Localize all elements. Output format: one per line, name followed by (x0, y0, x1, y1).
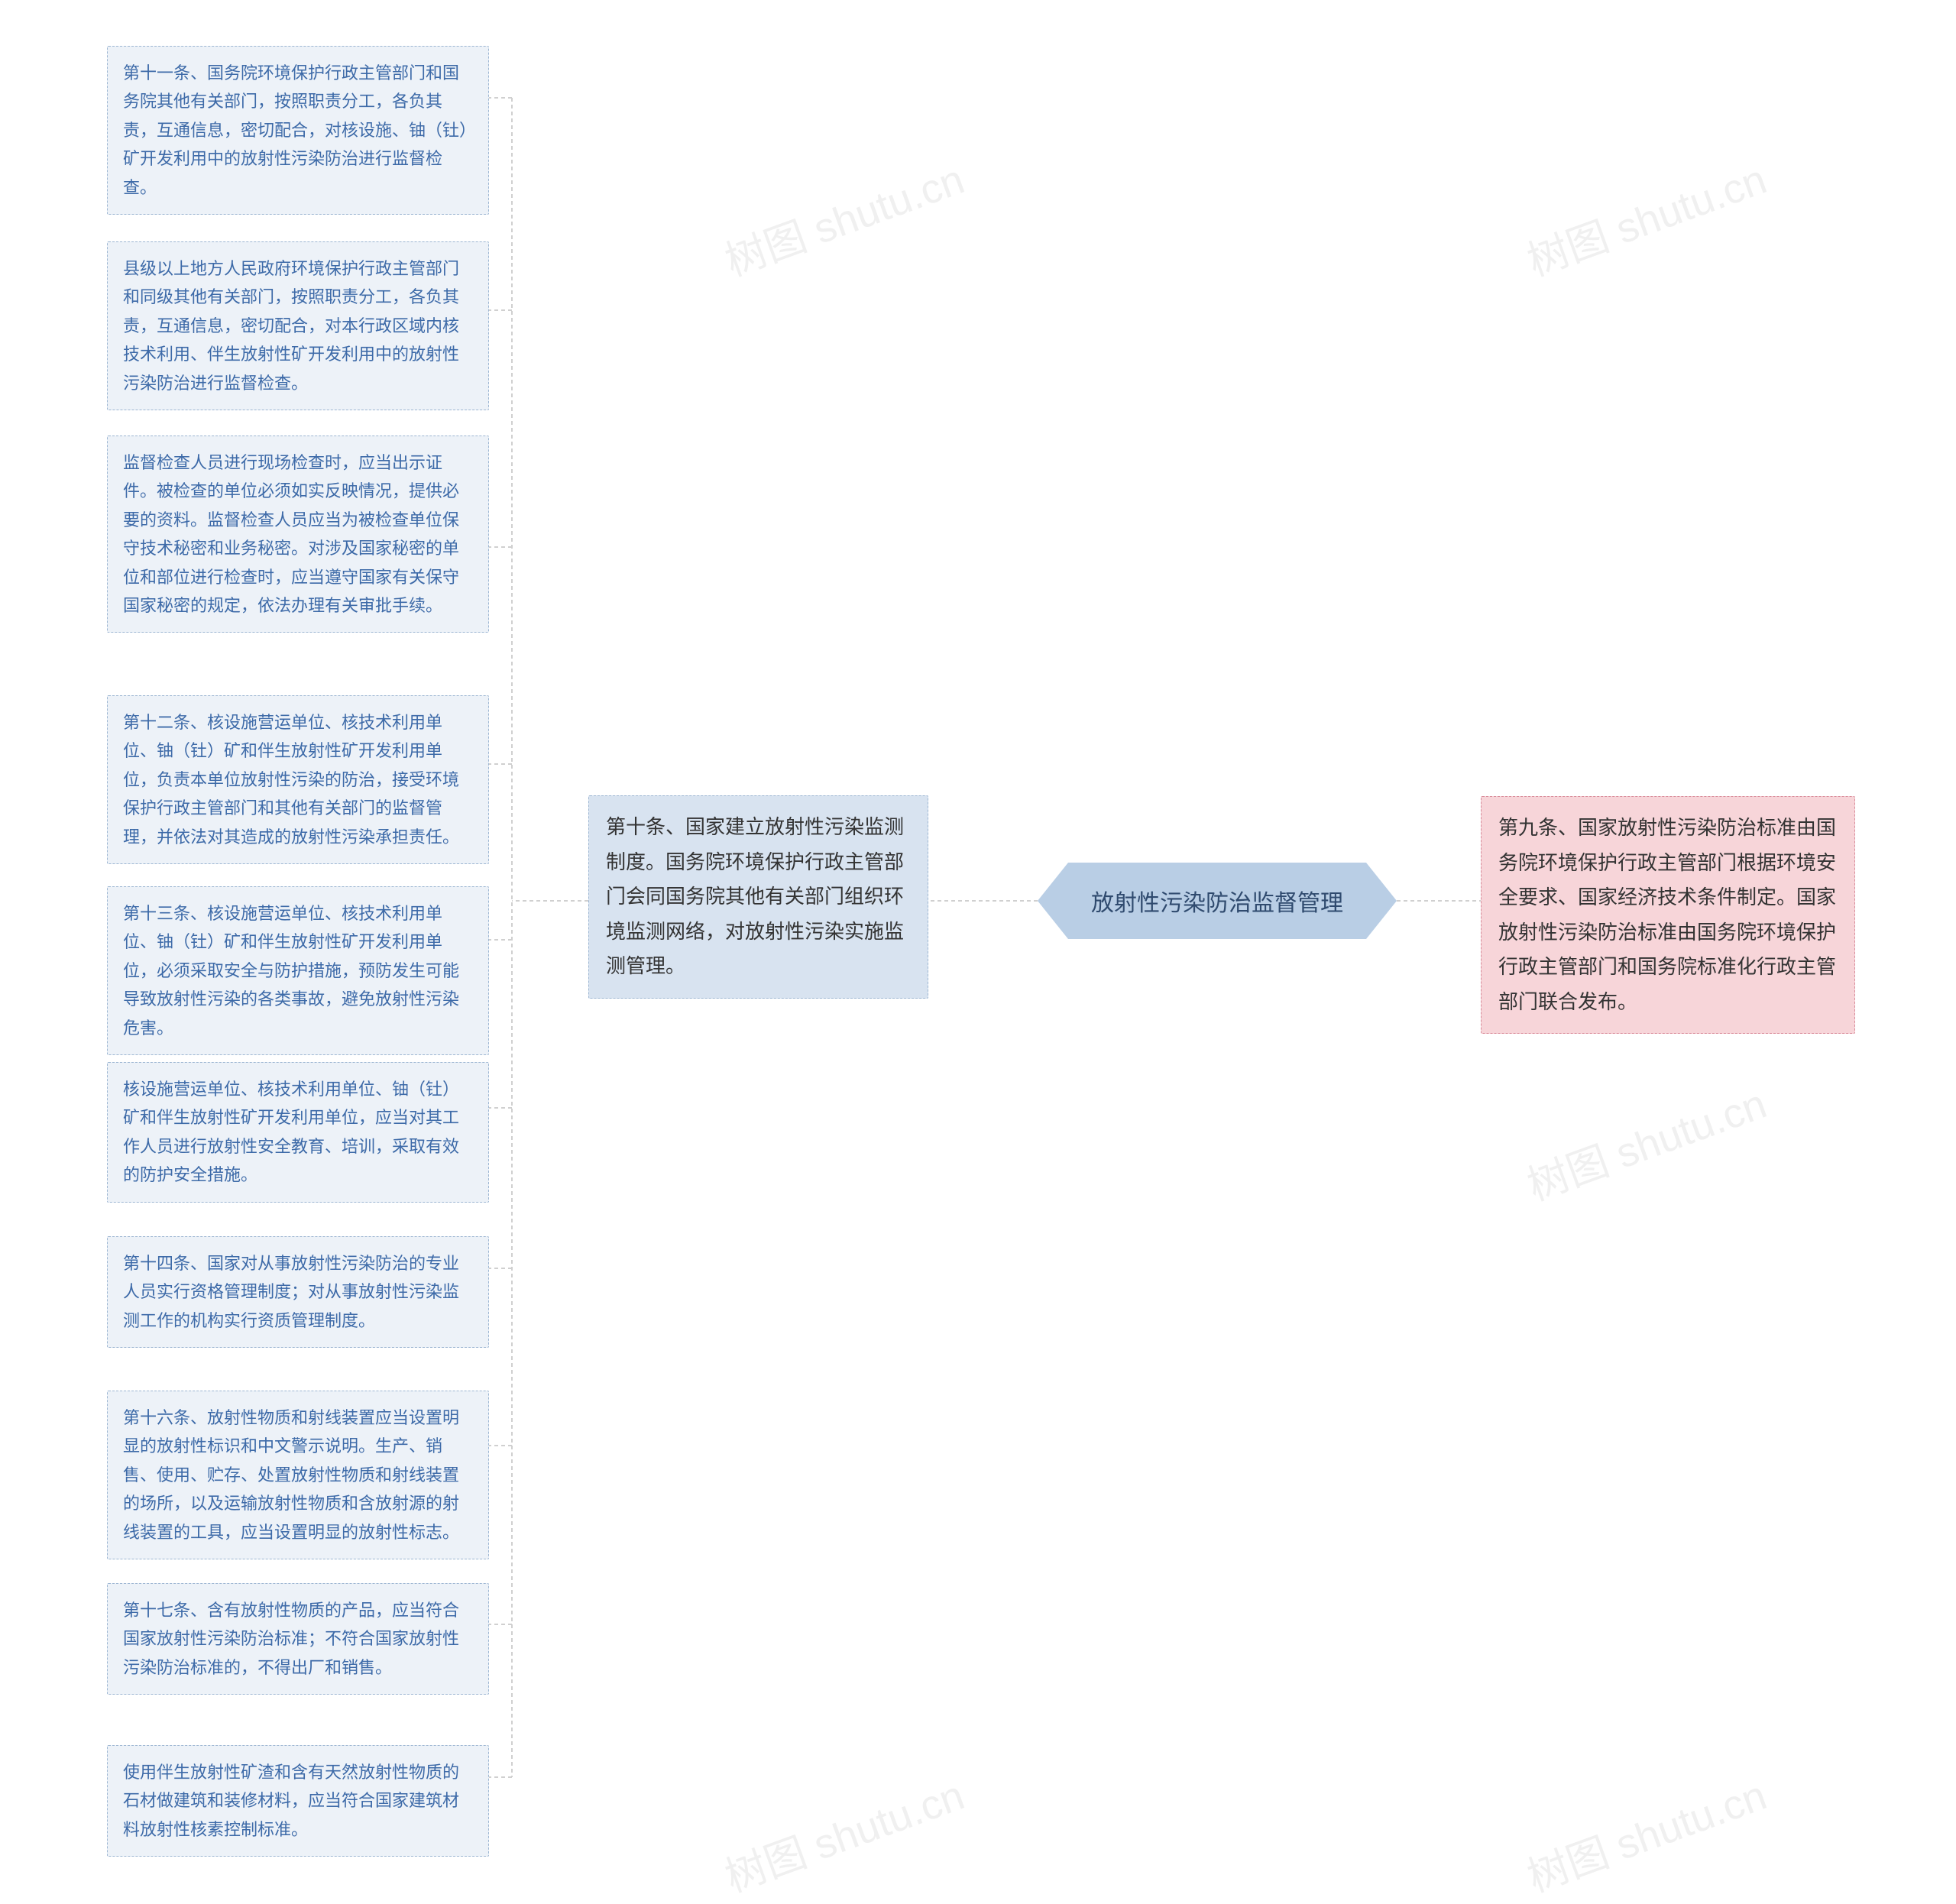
watermark: 树图 shutu.cn (1517, 1761, 1773, 1903)
leaf-node-4: 第十三条、核设施营运单位、核技术利用单位、铀（钍）矿和伴生放射性矿开发利用单位，… (107, 886, 489, 1055)
leaf-node-6: 第十四条、国家对从事放射性污染防治的专业人员实行资格管理制度；对从事放射性污染监… (107, 1236, 489, 1348)
leaf-node-9: 使用伴生放射性矿渣和含有天然放射性物质的石材做建筑和装修材料，应当符合国家建筑材… (107, 1745, 489, 1857)
leaf-node-1: 县级以上地方人民政府环境保护行政主管部门和同级其他有关部门，按照职责分工，各负其… (107, 241, 489, 410)
watermark: 树图 shutu.cn (1517, 145, 1773, 287)
root-node: 放射性污染防治监督管理 (1068, 863, 1366, 939)
diagram-canvas: 树图 shutu.cn树图 shutu.cn树图 shutu.cn树图 shut… (0, 0, 1956, 1879)
leaf-node-2: 监督检查人员进行现场检查时，应当出示证件。被检查的单位必须如实反映情况，提供必要… (107, 436, 489, 633)
leaf-node-8: 第十七条、含有放射性物质的产品，应当符合国家放射性污染防治标准；不符合国家放射性… (107, 1583, 489, 1695)
watermark: 树图 shutu.cn (1517, 1070, 1773, 1212)
leaf-node-0: 第十一条、国务院环境保护行政主管部门和国务院其他有关部门，按照职责分工，各负其责… (107, 46, 489, 215)
leaf-node-3: 第十二条、核设施营运单位、核技术利用单位、铀（钍）矿和伴生放射性矿开发利用单位，… (107, 695, 489, 864)
right-branch-node: 第九条、国家放射性污染防治标准由国务院环境保护行政主管部门根据环境安全要求、国家… (1481, 796, 1855, 1034)
root-label: 放射性污染防治监督管理 (1091, 884, 1343, 918)
leaf-node-7: 第十六条、放射性物质和射线装置应当设置明显的放射性标识和中文警示说明。生产、销售… (107, 1391, 489, 1559)
watermark: 树图 shutu.cn (715, 1761, 970, 1903)
watermark: 树图 shutu.cn (715, 145, 970, 287)
leaf-node-5: 核设施营运单位、核技术利用单位、铀（钍）矿和伴生放射性矿开发利用单位，应当对其工… (107, 1062, 489, 1203)
left-branch-node: 第十条、国家建立放射性污染监测制度。国务院环境保护行政主管部门会同国务院其他有关… (588, 795, 928, 999)
